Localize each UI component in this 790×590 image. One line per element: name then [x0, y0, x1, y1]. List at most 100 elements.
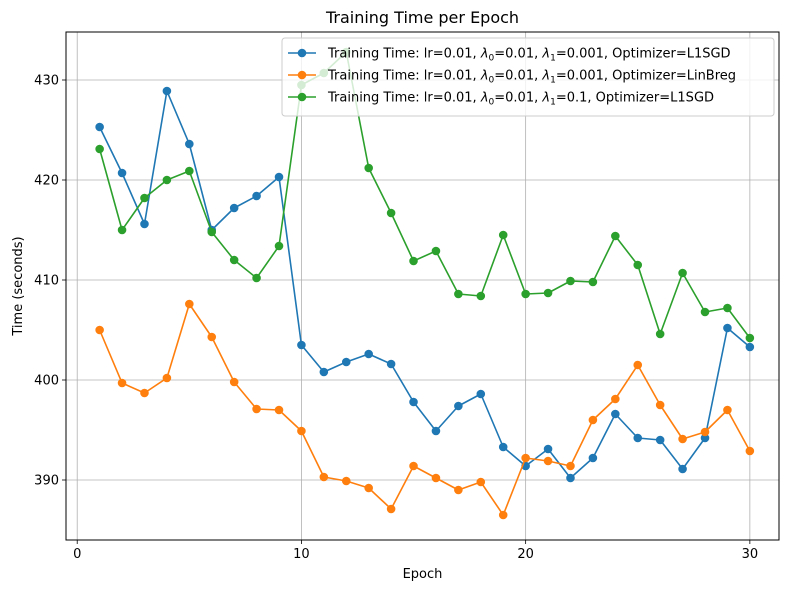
- data-point: [655, 329, 665, 339]
- data-point: [297, 426, 306, 436]
- x-axis-label: Epoch: [403, 567, 443, 582]
- data-point: [543, 288, 553, 298]
- data-point: [386, 504, 396, 514]
- series-line: [98, 90, 751, 479]
- data-point: [611, 409, 620, 419]
- data-point: [341, 476, 351, 486]
- legend-item: Training Time: lr=0.01, λ0=0.01, λ1=0.1,…: [288, 91, 714, 108]
- data-point: [454, 401, 463, 411]
- data-point: [588, 277, 598, 287]
- data-point: [162, 373, 172, 383]
- data-point: [117, 225, 127, 235]
- series-3: [95, 47, 755, 343]
- y-tick-label: 390: [34, 474, 59, 489]
- data-point: [566, 473, 575, 483]
- legend-swatch-marker: [297, 70, 307, 80]
- data-point: [588, 415, 598, 425]
- data-point: [745, 342, 755, 352]
- x-tick-label: 30: [742, 547, 759, 562]
- data-point: [431, 246, 441, 256]
- data-point: [252, 273, 261, 283]
- data-point: [745, 333, 755, 343]
- data-point: [409, 256, 418, 266]
- series-2: [95, 299, 755, 520]
- data-point: [745, 446, 755, 456]
- data-point: [700, 427, 710, 437]
- data-point: [185, 139, 194, 149]
- chart-title: Training Time per Epoch: [325, 8, 519, 27]
- data-point: [723, 405, 732, 415]
- data-point: [700, 307, 710, 317]
- data-point: [633, 433, 643, 443]
- data-point: [409, 461, 418, 471]
- series-line: [98, 51, 751, 339]
- data-point: [454, 289, 463, 299]
- y-tick-label: 430: [34, 74, 59, 89]
- data-point: [476, 389, 486, 399]
- data-point: [678, 464, 687, 474]
- data-point: [678, 268, 687, 278]
- x-tick-label: 10: [293, 547, 310, 562]
- data-point: [140, 193, 149, 203]
- data-point: [588, 453, 598, 463]
- series-line: [98, 303, 751, 516]
- legend-swatch-marker: [297, 48, 307, 58]
- data-point: [521, 289, 530, 299]
- data-point: [678, 434, 687, 444]
- data-point: [364, 163, 373, 173]
- data-point: [498, 510, 508, 520]
- data-point: [655, 435, 665, 445]
- data-point: [229, 203, 239, 213]
- data-point: [431, 473, 441, 483]
- legend-label: Training Time: lr=0.01, λ0=0.01, λ1=0.00…: [327, 47, 731, 64]
- data-point: [498, 230, 508, 240]
- legend-label: Training Time: lr=0.01, λ0=0.01, λ1=0.1,…: [327, 91, 714, 108]
- data-point: [431, 426, 441, 436]
- series-layer: [95, 47, 755, 520]
- data-point: [140, 219, 149, 229]
- y-axis-label: Time (seconds): [11, 236, 26, 336]
- data-point: [95, 144, 104, 154]
- legend-frame: [281, 37, 775, 117]
- x-tick-label: 20: [517, 547, 534, 562]
- data-point: [274, 241, 284, 251]
- series-1: [95, 86, 755, 483]
- y-tick-label: 420: [34, 174, 59, 189]
- data-point: [409, 397, 418, 407]
- data-point: [95, 325, 104, 335]
- data-point: [521, 453, 530, 463]
- data-point: [498, 442, 508, 452]
- data-point: [633, 360, 643, 370]
- plot-frame: [65, 31, 780, 541]
- data-point: [319, 472, 329, 482]
- legend: Training Time: lr=0.01, λ0=0.01, λ1=0.00…: [281, 37, 775, 117]
- data-point: [319, 367, 329, 377]
- data-point: [341, 357, 351, 367]
- data-point: [229, 377, 239, 387]
- y-tick-label: 400: [34, 374, 59, 389]
- y-tick-label: 410: [34, 274, 59, 289]
- data-point: [655, 400, 665, 410]
- data-point: [566, 276, 575, 286]
- data-point: [162, 86, 172, 96]
- data-point: [162, 175, 172, 185]
- data-point: [117, 378, 127, 388]
- data-point: [611, 231, 620, 241]
- data-point: [566, 461, 575, 471]
- data-point: [476, 477, 486, 487]
- data-point: [185, 166, 194, 176]
- legend-swatch-marker: [297, 92, 307, 102]
- data-point: [117, 168, 127, 178]
- data-point: [611, 394, 620, 404]
- legend-item: Training Time: lr=0.01, λ0=0.01, λ1=0.00…: [288, 69, 736, 86]
- legend-item: Training Time: lr=0.01, λ0=0.01, λ1=0.00…: [288, 47, 731, 64]
- data-point: [543, 444, 553, 454]
- legend-label: Training Time: lr=0.01, λ0=0.01, λ1=0.00…: [327, 69, 736, 86]
- data-point: [297, 340, 306, 350]
- data-point: [386, 359, 396, 369]
- data-point: [476, 291, 486, 301]
- data-point: [229, 255, 239, 265]
- data-point: [723, 323, 732, 333]
- data-point: [364, 349, 373, 359]
